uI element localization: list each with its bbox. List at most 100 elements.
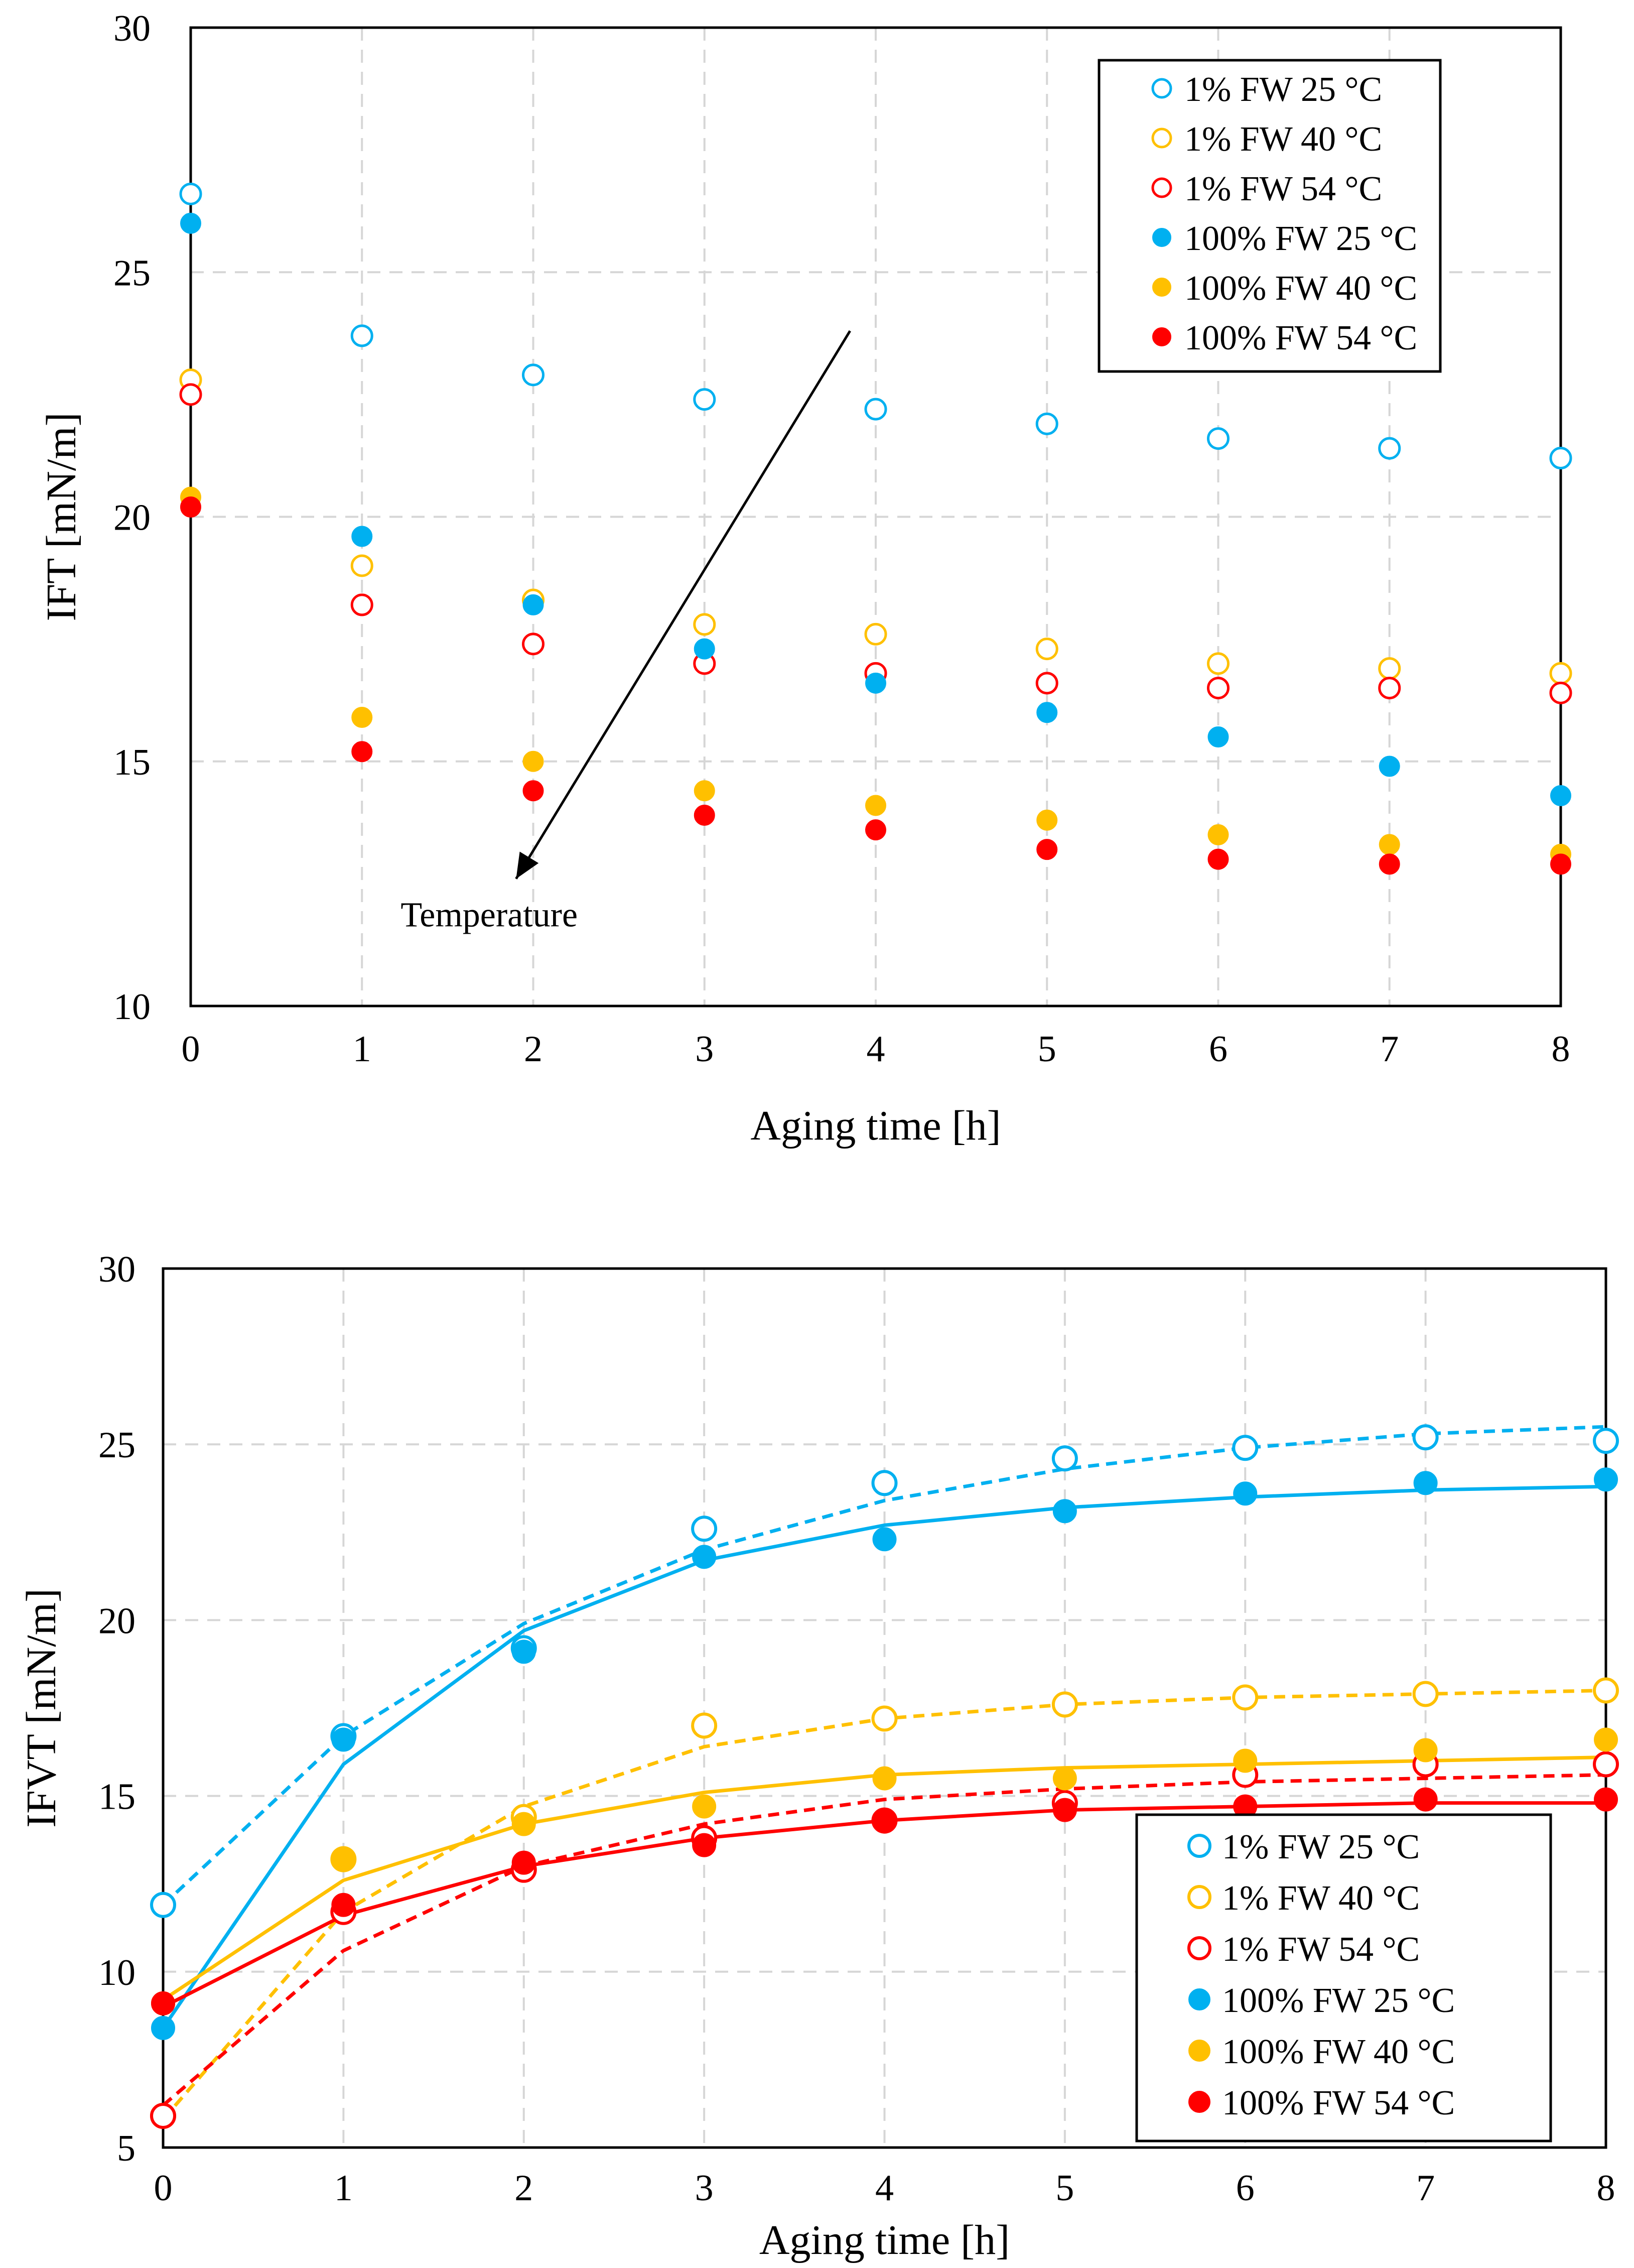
data-point bbox=[694, 638, 715, 660]
data-point bbox=[1549, 681, 1572, 704]
x-tick-label: 1 bbox=[334, 2168, 353, 2209]
data-point bbox=[1036, 702, 1058, 723]
annotation-arrow-line bbox=[515, 330, 851, 879]
legend-marker bbox=[1151, 128, 1172, 149]
data-point bbox=[692, 1833, 717, 1857]
data-point bbox=[1207, 652, 1230, 675]
legend-label: 1% FW 25 °C bbox=[1222, 1828, 1420, 1866]
legend-marker bbox=[1187, 1834, 1211, 1858]
legend-label: 1% FW 54 °C bbox=[1222, 1930, 1420, 1969]
data-point bbox=[871, 1470, 898, 1496]
legend-marker bbox=[1151, 78, 1172, 99]
legend-label: 1% FW 40 °C bbox=[1184, 120, 1382, 159]
data-point bbox=[1207, 677, 1230, 700]
data-point bbox=[1379, 853, 1400, 875]
legend-box bbox=[1135, 1813, 1552, 2143]
y-tick-label: 5 bbox=[117, 2128, 135, 2169]
data-point bbox=[331, 1847, 356, 1871]
data-point bbox=[1232, 1684, 1259, 1711]
data-point bbox=[331, 1727, 356, 1752]
data-point bbox=[150, 2102, 176, 2129]
legend-label: 1% FW 25 °C bbox=[1184, 70, 1382, 109]
data-point bbox=[1207, 726, 1229, 748]
fit-line bbox=[162, 1484, 1606, 2029]
data-point bbox=[511, 1640, 536, 1664]
y-tick-label: 25 bbox=[113, 253, 151, 294]
data-point bbox=[1412, 1681, 1439, 1707]
data-point bbox=[180, 496, 201, 518]
data-point bbox=[1036, 839, 1058, 860]
data-point bbox=[1593, 1677, 1619, 1704]
x-tick-label: 4 bbox=[875, 2168, 894, 2209]
data-point bbox=[1232, 1435, 1259, 1461]
data-point bbox=[511, 1850, 536, 1875]
legend-marker bbox=[1188, 1988, 1210, 2010]
x-tick-label: 3 bbox=[695, 1029, 714, 1070]
y-tick-label: 20 bbox=[98, 1600, 135, 1642]
fit-line bbox=[162, 1425, 1606, 1907]
x-tick-label: 7 bbox=[1380, 1029, 1399, 1070]
data-point bbox=[865, 795, 886, 816]
data-point bbox=[1379, 834, 1400, 855]
data-point bbox=[522, 780, 544, 802]
x-tick-label: 4 bbox=[867, 1029, 885, 1070]
legend-marker bbox=[1152, 278, 1171, 297]
legend-label: 100% FW 54 °C bbox=[1184, 319, 1417, 357]
y-tick-label: 30 bbox=[98, 1249, 135, 1290]
data-point bbox=[1378, 677, 1401, 700]
data-point bbox=[351, 707, 373, 728]
plot-area bbox=[162, 1267, 1607, 2149]
data-point bbox=[1035, 672, 1058, 695]
data-point bbox=[694, 804, 715, 826]
data-point bbox=[350, 324, 373, 347]
data-point bbox=[693, 613, 716, 636]
data-point bbox=[180, 212, 201, 234]
data-point bbox=[1549, 662, 1572, 685]
data-point bbox=[179, 182, 202, 205]
x-tick-label: 6 bbox=[1236, 2168, 1255, 2209]
y-tick-label: 15 bbox=[98, 1777, 135, 1818]
data-point bbox=[1052, 1499, 1077, 1524]
legend-label: 100% FW 40 °C bbox=[1222, 2033, 1455, 2071]
data-point bbox=[692, 1794, 717, 1819]
legend-box bbox=[1098, 59, 1442, 373]
data-point bbox=[1233, 1481, 1258, 1506]
data-point bbox=[1593, 1428, 1619, 1454]
legend-marker bbox=[1152, 327, 1171, 346]
data-point bbox=[350, 593, 373, 616]
data-point bbox=[1594, 1467, 1618, 1492]
data-point bbox=[1035, 412, 1058, 435]
data-point bbox=[872, 1766, 897, 1791]
data-point bbox=[1207, 848, 1229, 870]
data-point bbox=[1207, 427, 1230, 450]
data-point bbox=[1035, 638, 1058, 661]
x-tick-label: 5 bbox=[1055, 2168, 1074, 2209]
x-tick-label: 2 bbox=[524, 1029, 542, 1070]
y-tick-label: 30 bbox=[113, 8, 151, 49]
data-point bbox=[151, 1991, 175, 2015]
data-point bbox=[864, 622, 887, 646]
legend-marker bbox=[1151, 177, 1172, 198]
data-point bbox=[1051, 1445, 1078, 1472]
data-point bbox=[350, 554, 373, 577]
legend-label: 100% FW 25 °C bbox=[1184, 219, 1417, 258]
annotation-arrow-head bbox=[516, 851, 539, 879]
data-point bbox=[522, 363, 544, 387]
legend-marker bbox=[1152, 228, 1171, 247]
x-tick-label: 1 bbox=[353, 1029, 371, 1070]
data-point bbox=[691, 1516, 718, 1542]
x-tick-label: 0 bbox=[182, 1029, 200, 1070]
legend-marker bbox=[1188, 2091, 1210, 2113]
x-tick-label: 5 bbox=[1038, 1029, 1056, 1070]
data-point bbox=[872, 1527, 897, 1552]
x-tick-label: 0 bbox=[154, 2168, 173, 2209]
data-point bbox=[522, 594, 544, 615]
data-point bbox=[1550, 853, 1571, 875]
data-point bbox=[1378, 657, 1401, 680]
legend-marker bbox=[1188, 2040, 1210, 2062]
data-point bbox=[692, 1545, 717, 1569]
data-point bbox=[1550, 785, 1571, 806]
x-tick-label: 6 bbox=[1209, 1029, 1228, 1070]
data-point bbox=[1207, 824, 1229, 845]
